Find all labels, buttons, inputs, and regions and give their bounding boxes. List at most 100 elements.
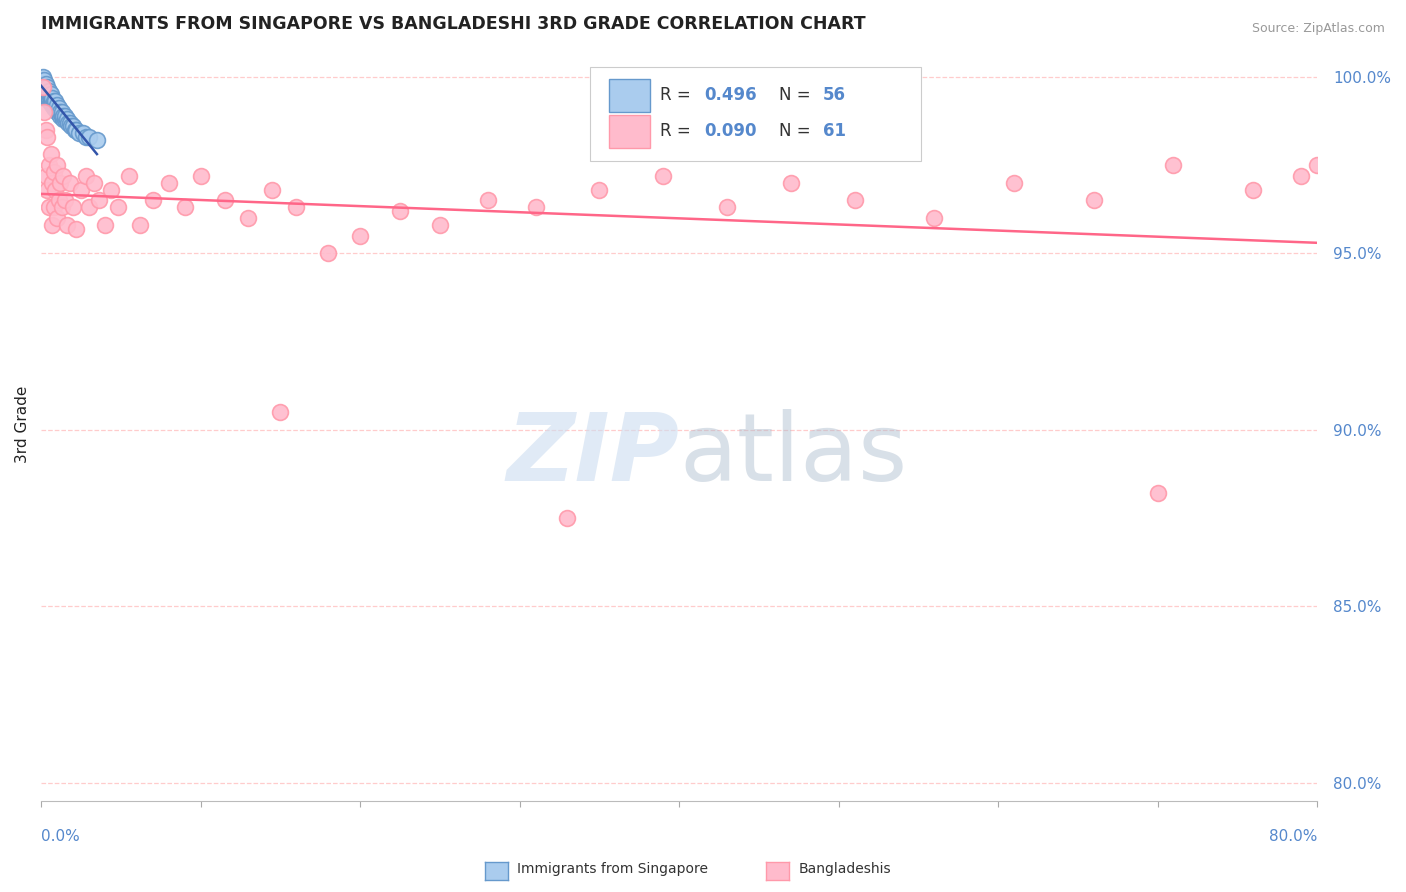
Point bbox=[42, 102, 65, 116]
Point bbox=[844, 194, 866, 208]
Point bbox=[1163, 158, 1185, 172]
Point bbox=[173, 200, 195, 214]
Text: 0.496: 0.496 bbox=[704, 86, 758, 104]
Point bbox=[62, 200, 84, 214]
Text: Source: ZipAtlas.com: Source: ZipAtlas.com bbox=[1251, 22, 1385, 36]
Text: 56: 56 bbox=[824, 86, 846, 104]
Point bbox=[35, 122, 58, 136]
Point bbox=[44, 95, 66, 109]
Point bbox=[77, 200, 100, 214]
FancyBboxPatch shape bbox=[589, 67, 921, 161]
Point bbox=[94, 218, 117, 232]
Point bbox=[35, 84, 58, 98]
FancyBboxPatch shape bbox=[609, 78, 650, 112]
Point bbox=[779, 176, 801, 190]
Point bbox=[44, 102, 66, 116]
Text: R =: R = bbox=[659, 86, 696, 104]
Point bbox=[52, 109, 75, 123]
Text: N =: N = bbox=[779, 122, 815, 140]
Point bbox=[83, 176, 105, 190]
Point bbox=[59, 176, 82, 190]
Point bbox=[269, 405, 291, 419]
Point bbox=[1083, 194, 1105, 208]
Point bbox=[87, 194, 110, 208]
Point bbox=[41, 95, 63, 109]
Point bbox=[49, 105, 72, 120]
Point bbox=[53, 109, 76, 123]
Point bbox=[46, 105, 69, 120]
Point bbox=[37, 129, 59, 144]
Text: atlas: atlas bbox=[679, 409, 907, 500]
Point bbox=[65, 122, 87, 136]
Point bbox=[238, 211, 260, 225]
Point bbox=[388, 203, 411, 218]
Point bbox=[41, 176, 63, 190]
Point bbox=[46, 98, 69, 112]
Point bbox=[1289, 169, 1312, 183]
Point bbox=[51, 200, 73, 214]
Point bbox=[39, 91, 62, 105]
Point bbox=[42, 165, 65, 179]
Point bbox=[349, 228, 371, 243]
Point bbox=[51, 109, 73, 123]
Point bbox=[1241, 183, 1264, 197]
Point bbox=[48, 105, 70, 120]
Point bbox=[557, 511, 579, 525]
Point bbox=[49, 109, 72, 123]
Point bbox=[42, 95, 65, 109]
Point bbox=[35, 77, 58, 91]
Point bbox=[38, 95, 60, 109]
Point bbox=[70, 183, 93, 197]
Point bbox=[38, 158, 60, 172]
Point bbox=[34, 84, 56, 98]
Point bbox=[60, 119, 83, 133]
Point bbox=[35, 169, 58, 183]
Point bbox=[35, 87, 58, 102]
Point bbox=[922, 211, 945, 225]
Point bbox=[41, 218, 63, 232]
Point bbox=[55, 218, 77, 232]
Point bbox=[51, 105, 73, 120]
Point bbox=[37, 87, 59, 102]
Point bbox=[38, 87, 60, 102]
Point bbox=[477, 194, 499, 208]
Point bbox=[37, 84, 59, 98]
Point bbox=[42, 200, 65, 214]
Point bbox=[53, 194, 76, 208]
Point bbox=[67, 126, 90, 140]
Point bbox=[53, 112, 76, 126]
Text: Bangladeshis: Bangladeshis bbox=[799, 862, 891, 876]
Point bbox=[75, 129, 97, 144]
Point bbox=[285, 200, 308, 214]
Point bbox=[77, 129, 100, 144]
Point bbox=[214, 194, 236, 208]
Point bbox=[42, 98, 65, 112]
Point bbox=[72, 126, 94, 140]
Point bbox=[65, 221, 87, 235]
Text: 80.0%: 80.0% bbox=[1268, 829, 1317, 844]
Text: R =: R = bbox=[659, 122, 696, 140]
FancyBboxPatch shape bbox=[609, 115, 650, 148]
Point bbox=[716, 200, 738, 214]
Point bbox=[190, 169, 212, 183]
Point bbox=[46, 158, 69, 172]
Text: 0.090: 0.090 bbox=[704, 122, 756, 140]
Point bbox=[44, 183, 66, 197]
Point bbox=[524, 200, 547, 214]
Point bbox=[63, 122, 86, 136]
Point bbox=[46, 211, 69, 225]
Text: 0.0%: 0.0% bbox=[41, 829, 80, 844]
Point bbox=[44, 98, 66, 112]
Text: ZIP: ZIP bbox=[506, 409, 679, 500]
Point bbox=[142, 194, 165, 208]
Point bbox=[1002, 176, 1025, 190]
Point bbox=[262, 183, 284, 197]
Point bbox=[38, 84, 60, 98]
Point bbox=[86, 133, 108, 147]
Point bbox=[157, 176, 180, 190]
Point bbox=[55, 112, 77, 126]
Point bbox=[39, 95, 62, 109]
Point bbox=[52, 169, 75, 183]
Point bbox=[316, 246, 339, 260]
Point bbox=[34, 77, 56, 91]
